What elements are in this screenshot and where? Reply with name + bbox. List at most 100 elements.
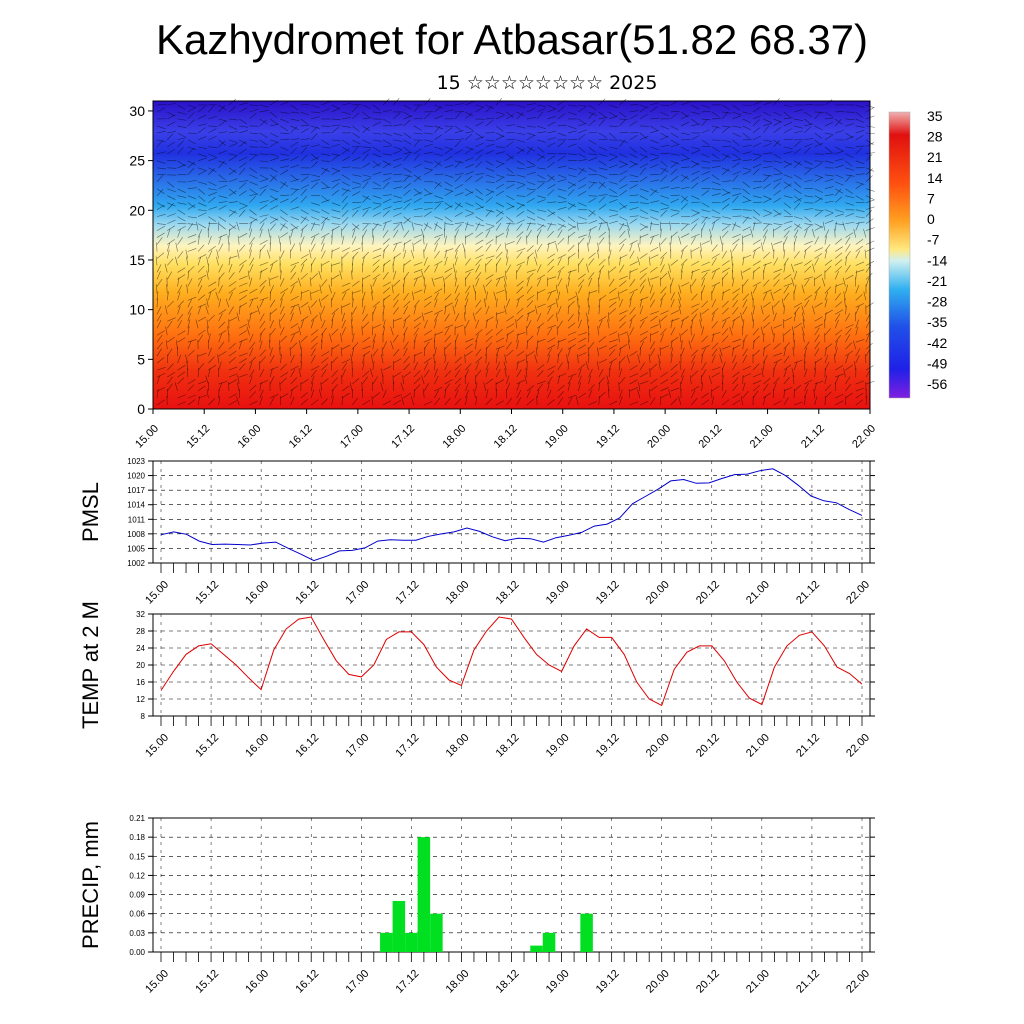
xsec-xtick-label: 16.00 — [236, 423, 264, 451]
ytick-label: 24 — [136, 644, 145, 653]
colorbar-scale — [888, 111, 911, 399]
xtick-label: 22.00 — [844, 968, 872, 996]
ytick-label: 1023 — [127, 457, 145, 466]
xtick-label: 16.00 — [243, 968, 271, 996]
series-line — [160, 616, 863, 707]
xtick-label: 18.12 — [494, 579, 522, 607]
colorbar-label: -7 — [927, 232, 940, 248]
xsec-xtick-label: 17.00 — [338, 423, 366, 451]
colorbar-label: -14 — [927, 252, 947, 268]
xtick-label: 18.12 — [494, 732, 522, 760]
precip-panel: 0.00 0.03 0.06 0.09 0.12 0.15 0.18 0.21 15.00 15.… — [78, 814, 875, 996]
colorbar-label: -21 — [927, 273, 947, 289]
precip-bar — [580, 913, 593, 952]
xtick-label: 15.12 — [193, 732, 221, 760]
xtick-label: 22.00 — [844, 579, 872, 607]
colorbar-label: -49 — [927, 355, 947, 371]
xtick-label: 20.00 — [644, 968, 672, 996]
panel-ylabel: TEMP at 2 M — [78, 601, 103, 729]
xtick-label: 21.12 — [794, 732, 822, 760]
xtick-label: 17.12 — [394, 968, 422, 996]
wind-barbs — [155, 97, 875, 406]
precip-bar — [392, 900, 406, 952]
xtick-label: 16.12 — [293, 732, 321, 760]
ytick-label: 1017 — [127, 486, 145, 495]
xtick-label: 16.12 — [293, 968, 321, 996]
panel-ylabel: PRECIP, mm — [78, 821, 103, 949]
ytick-label: 1005 — [127, 544, 145, 553]
ytick-label: 8 — [141, 712, 146, 721]
xsec-ytick-label: 5 — [137, 351, 145, 367]
xtick-label: 18.00 — [444, 732, 472, 760]
xsec-xtick-label: 19.00 — [543, 423, 571, 451]
panel-ylabel: PMSL — [78, 482, 103, 542]
xtick-label: 19.12 — [594, 579, 622, 607]
xsec-ytick-label: 0 — [137, 401, 145, 417]
ytick-label: 0.03 — [129, 929, 145, 938]
ytick-label: 0.12 — [129, 871, 145, 880]
xsec-ytick-label: 30 — [129, 103, 145, 119]
xtick-label: 17.00 — [343, 968, 371, 996]
precip-bar — [405, 932, 418, 952]
xtick-label: 22.00 — [844, 732, 872, 760]
xtick-label: 21.00 — [744, 579, 772, 607]
xsec-xtick-label: 16.12 — [287, 423, 315, 451]
ytick-label: 32 — [136, 610, 145, 619]
colorbar-label: 14 — [927, 170, 943, 186]
xtick-label: 18.00 — [444, 968, 472, 996]
series-line — [160, 468, 863, 562]
xsec-xtick-label: 17.12 — [389, 423, 417, 451]
xtick-label: 19.00 — [544, 968, 572, 996]
ytick-label: 1014 — [127, 501, 145, 510]
colorbar-label: -56 — [927, 376, 947, 392]
ytick-label: 28 — [136, 627, 145, 636]
xtick-label: 21.12 — [794, 579, 822, 607]
xsec-xtick-label: 20.00 — [645, 423, 673, 451]
xtick-label: 20.12 — [694, 968, 722, 996]
xsec-xtick-label: 15.00 — [133, 423, 161, 451]
xtick-label: 18.00 — [444, 579, 472, 607]
precip-bar — [530, 945, 543, 952]
ytick-label: 1008 — [127, 530, 145, 539]
ytick-label: 1011 — [128, 515, 146, 524]
colorbar-label: -35 — [927, 314, 947, 330]
xsec-xtick-label: 18.00 — [440, 423, 468, 451]
xsec-xtick-label: 20.12 — [697, 423, 725, 451]
ytick-label: 0.18 — [129, 833, 145, 842]
xtick-label: 16.00 — [243, 732, 271, 760]
xsec-ytick-label: 20 — [129, 202, 145, 218]
xsec-xtick-label: 18.12 — [492, 423, 520, 451]
xtick-label: 17.12 — [394, 579, 422, 607]
precip-bar — [542, 932, 556, 952]
ytick-label: 0.09 — [129, 891, 145, 900]
xsec-xtick-label: 22.00 — [850, 423, 878, 451]
xtick-label: 20.00 — [644, 579, 672, 607]
xtick-label: 15.00 — [143, 968, 171, 996]
colorbar: 35 28 21 14 7 0 -7 -14 -21 -28 -35 -42 -49 -56 — [888, 108, 947, 399]
xsec-xtick-label: 21.12 — [799, 423, 827, 451]
xtick-label: 19.00 — [544, 732, 572, 760]
xtick-label: 19.12 — [594, 968, 622, 996]
colorbar-label: 35 — [927, 108, 943, 124]
xtick-label: 20.00 — [644, 732, 672, 760]
cross-section-panel: 0 5 10 15 20 25 30 15.00 15.12 16.00 16.12 17.00 17.… — [129, 97, 878, 451]
ytick-label: 12 — [136, 695, 145, 704]
xtick-label: 15.12 — [193, 579, 221, 607]
precip-bar — [417, 837, 431, 952]
xtick-label: 17.12 — [394, 732, 422, 760]
xtick-label: 20.12 — [694, 732, 722, 760]
xtick-label: 21.12 — [794, 968, 822, 996]
chart-title: Kazhydromet for Atbasar(51.82 68.37) — [155, 16, 869, 63]
ytick-label: 0.21 — [129, 814, 145, 823]
xtick-label: 21.00 — [744, 732, 772, 760]
xsec-ytick-label: 15 — [129, 252, 145, 268]
xtick-label: 19.00 — [544, 579, 572, 607]
xsec-ytick-label: 25 — [129, 153, 145, 169]
ytick-label: 0.15 — [129, 852, 145, 861]
colorbar-label: -28 — [927, 294, 947, 310]
ytick-label: 20 — [136, 661, 145, 670]
ytick-label: 1002 — [127, 559, 145, 568]
xsec-xtick-label: 15.12 — [184, 423, 212, 451]
chart-subtitle: 15 ☆☆☆☆☆☆☆☆ 2025 — [436, 72, 658, 94]
ytick-label: 16 — [136, 678, 145, 687]
